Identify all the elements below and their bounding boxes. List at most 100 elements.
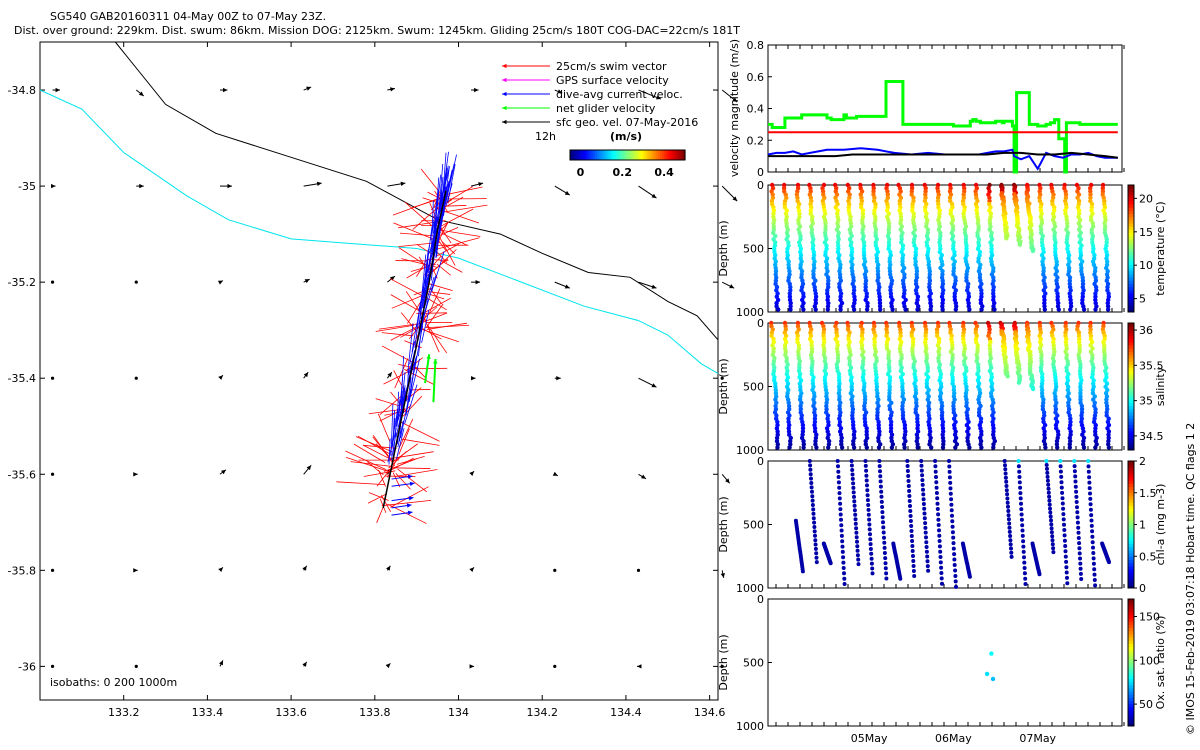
profile-sample <box>1075 324 1080 329</box>
chl-sample <box>851 485 856 490</box>
swim-vector <box>379 393 405 415</box>
chl-sample <box>920 478 925 483</box>
profile-sample <box>809 205 814 210</box>
depth-colorbar-cell <box>1128 599 1134 603</box>
chl-sample <box>856 557 861 562</box>
profile-sample <box>1052 233 1057 239</box>
map-colorbar-cell <box>598 150 602 160</box>
profile-sample <box>813 291 818 296</box>
profile-sample <box>940 435 946 441</box>
profile-sample <box>1104 413 1109 418</box>
profile-sample <box>909 330 914 335</box>
map-colorbar-tick-label: 0.4 <box>654 166 674 179</box>
profile-sample <box>1106 291 1111 296</box>
map-colorbar-cell <box>679 150 682 160</box>
velocity-series-line <box>768 151 1118 159</box>
depth-colorbar-cell <box>1128 700 1134 705</box>
profile-sample <box>1042 300 1047 306</box>
map-colorbar-cell <box>660 150 663 160</box>
chl-sample <box>953 579 958 584</box>
chl-sample <box>838 501 843 506</box>
chl-sample <box>948 480 953 485</box>
depth-colorbar-cell <box>1128 185 1134 189</box>
profile-sample <box>822 230 828 236</box>
profile-sample <box>961 359 967 364</box>
depth-colorbar-cell <box>1128 556 1134 560</box>
geo-velocity-arrow <box>219 469 227 475</box>
chl-sample <box>1049 518 1053 523</box>
chl-sample <box>840 549 845 554</box>
chl-sample <box>924 535 928 540</box>
chl-sample <box>878 474 883 479</box>
profile-sample <box>1088 343 1093 348</box>
profile-sample <box>976 240 981 245</box>
chl-sample <box>812 520 817 525</box>
swim-vector <box>440 229 481 237</box>
swim-vector <box>378 469 387 487</box>
chl-sample <box>1044 459 1049 463</box>
chl-sample <box>1022 560 1027 565</box>
depth-colorbar-cell <box>1128 286 1134 291</box>
dive-avg-current-vector <box>408 357 417 402</box>
profile-sample <box>860 359 866 364</box>
swim-vector <box>362 444 393 461</box>
profile-sample <box>811 262 817 267</box>
chl-sample <box>947 475 952 480</box>
geo-vector-dot <box>636 568 641 572</box>
profile-sample <box>1064 217 1070 223</box>
depth-colorbar-cell <box>1128 575 1134 579</box>
chl-sample <box>939 576 944 581</box>
profile-sample <box>771 224 776 229</box>
depth-colorbar-cell <box>1128 405 1134 410</box>
chl-sample <box>1021 539 1026 544</box>
profile-sample <box>876 419 881 425</box>
chl-sample <box>1022 571 1027 576</box>
profile-sample <box>951 384 957 389</box>
chl-sample <box>935 496 940 501</box>
profile-sample <box>798 394 803 399</box>
map-colorbar-cell <box>669 150 673 160</box>
profile-sample <box>1088 324 1093 329</box>
depth-colorbar-cell <box>1128 446 1134 451</box>
chl-sample <box>1059 474 1064 479</box>
profile-sample <box>988 211 993 216</box>
profile-sample <box>910 205 915 210</box>
profile-sample <box>979 307 984 312</box>
profile-sample <box>924 384 930 389</box>
depth-colorbar-cell <box>1128 675 1134 679</box>
profile-sample <box>811 243 816 248</box>
depth-y-tick-label: 0 <box>757 317 764 330</box>
profile-sample <box>952 391 957 396</box>
swim-vector <box>350 461 391 467</box>
profile-sample <box>1081 307 1087 312</box>
velocity-y-tick-label: 0 <box>757 166 764 179</box>
profile-sample <box>813 307 818 312</box>
profile-sample <box>858 182 863 188</box>
chl-sample <box>1049 526 1054 531</box>
profile-sample <box>851 307 857 312</box>
profile-sample <box>953 300 958 306</box>
profile-sample <box>795 182 801 188</box>
depth-colorbar-cell <box>1128 197 1134 202</box>
geo-vector-dot <box>553 664 557 668</box>
profile-sample <box>903 429 908 434</box>
profile-sample <box>1066 384 1071 389</box>
profile-sample <box>859 205 864 210</box>
map-x-tick-label: 133.8 <box>359 706 391 719</box>
chl-sample <box>1061 512 1066 517</box>
profile-sample <box>941 438 946 444</box>
chl-sample <box>1048 506 1052 511</box>
profile-sample <box>964 249 969 255</box>
depth-colorbar-cell <box>1128 383 1134 387</box>
depth-colorbar-tick-label: 1.5 <box>1139 487 1157 500</box>
chl-sample <box>1058 464 1063 469</box>
profile-sample <box>813 294 819 299</box>
profile-sample <box>912 368 918 374</box>
depth-colorbar-cell <box>1128 543 1134 548</box>
dive-avg-current-vector <box>438 164 444 206</box>
depth-colorbar-cell <box>1128 681 1134 686</box>
profile-sample <box>889 445 895 450</box>
depth-colorbar-cell <box>1128 605 1134 610</box>
chl-sample <box>840 544 845 549</box>
chl-sample <box>1073 474 1078 479</box>
